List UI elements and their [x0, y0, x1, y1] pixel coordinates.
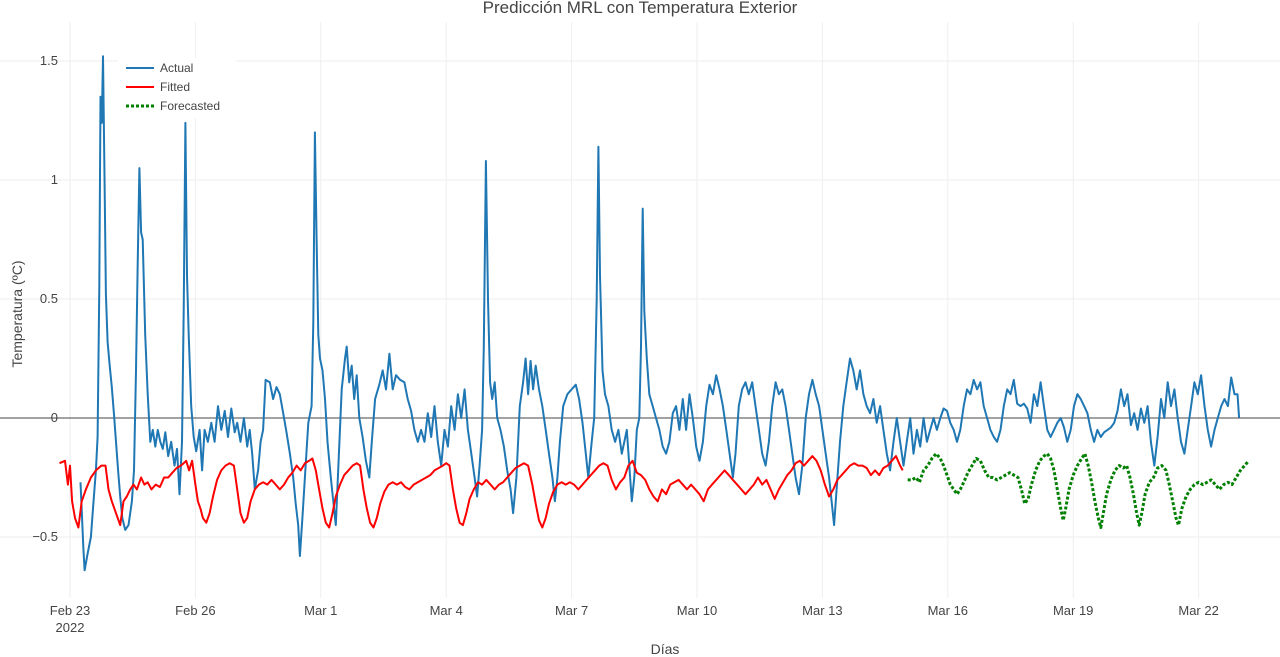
x-axis-ticks: Feb 23 2022 Feb 26 Mar 1 Mar 4 Mar 7 Mar 10 Mar…: [50, 603, 1219, 635]
y-tick-label: −0.5: [32, 529, 58, 544]
y-tick-label: 1.5: [40, 53, 58, 68]
x-tick-label: Mar 22: [1178, 603, 1218, 618]
x-tick-label: Mar 16: [928, 603, 968, 618]
legend-label-forecasted: Forecasted: [160, 99, 220, 113]
y-axis-title: Temperatura (ºC): [9, 260, 25, 367]
series-lines: [59, 55, 1250, 572]
x-tick-label: Feb 23: [50, 603, 90, 618]
legend-label-fitted: Fitted: [160, 80, 190, 94]
x-tick-sublabel: 2022: [56, 620, 85, 635]
x-axis-title: Días: [651, 641, 680, 657]
y-axis-ticks: −0.5 0 0.5 1 1.5: [32, 53, 58, 544]
y-tick-label: 0.5: [40, 291, 58, 306]
x-tick-label: Mar 7: [555, 603, 588, 618]
legend[interactable]: Actual Fitted Forecasted: [118, 58, 236, 118]
chart-title: Predicción MRL con Temperatura Exterior: [483, 0, 798, 17]
y-tick-label: 0: [51, 410, 58, 425]
x-tick-label: Feb 26: [175, 603, 215, 618]
x-tick-label: Mar 19: [1053, 603, 1093, 618]
legend-item-forecasted[interactable]: Forecasted: [126, 99, 220, 113]
legend-label-actual: Actual: [160, 61, 193, 75]
series-line-forecasted[interactable]: [907, 452, 1250, 529]
x-tick-label: Mar 1: [304, 603, 337, 618]
y-tick-label: 1: [51, 172, 58, 187]
series-line-actual[interactable]: [79, 55, 1241, 572]
x-tick-label: Mar 10: [677, 603, 717, 618]
series-line-fitted[interactable]: [59, 455, 904, 529]
x-tick-label: Mar 4: [430, 603, 463, 618]
x-tick-label: Mar 13: [802, 603, 842, 618]
legend-item-actual[interactable]: Actual: [126, 61, 193, 75]
legend-item-fitted[interactable]: Fitted: [126, 80, 190, 94]
